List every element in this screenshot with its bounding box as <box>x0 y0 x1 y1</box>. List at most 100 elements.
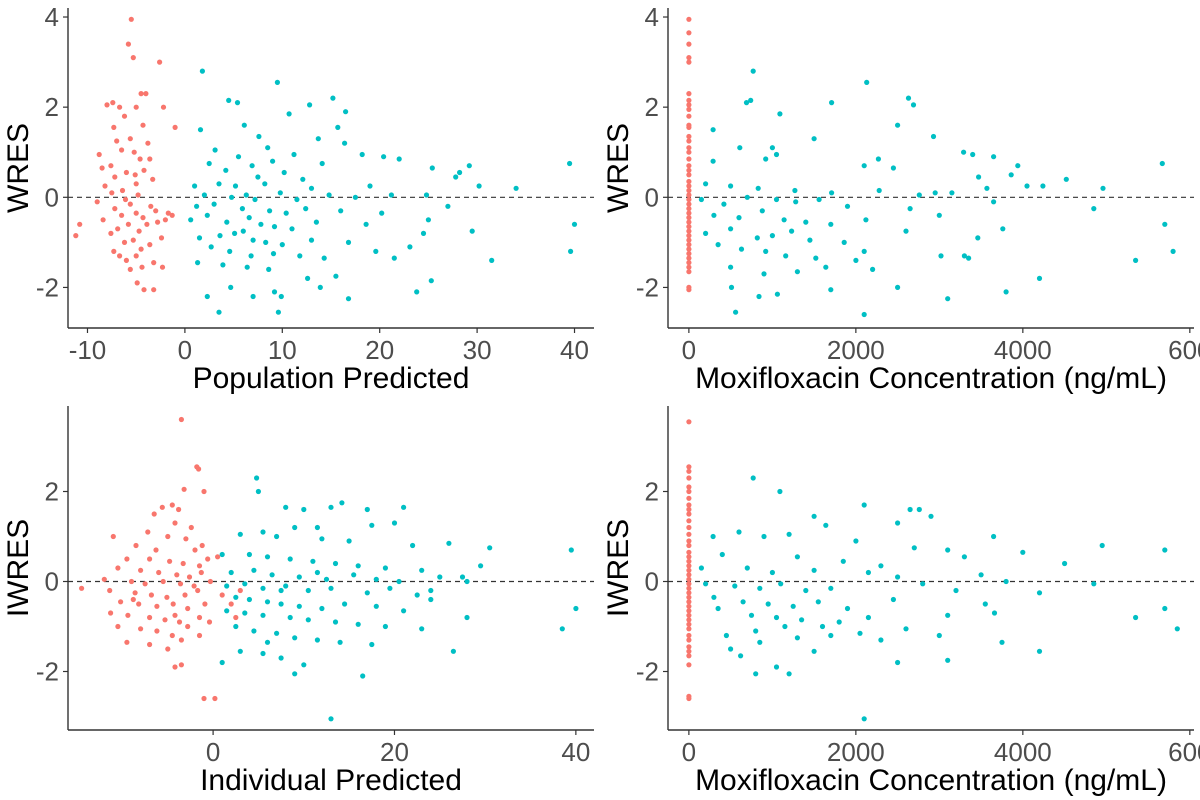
data-point <box>182 592 188 598</box>
data-point <box>895 574 901 580</box>
data-point <box>310 558 316 564</box>
series-a <box>73 16 178 293</box>
data-point <box>287 614 293 621</box>
data-point <box>750 475 756 481</box>
data-point <box>686 576 692 582</box>
data-point <box>195 587 201 594</box>
y-tick-label: 0 <box>645 567 659 597</box>
data-point <box>115 623 121 630</box>
data-point <box>131 149 137 155</box>
data-point <box>246 215 252 221</box>
data-point <box>728 646 734 652</box>
data-point <box>750 68 756 74</box>
data-point <box>130 596 136 603</box>
data-point <box>121 239 128 245</box>
data-point <box>464 614 470 621</box>
data-point <box>132 590 138 596</box>
data-point <box>204 293 210 300</box>
data-point <box>249 163 255 169</box>
data-point <box>122 196 129 203</box>
data-point <box>686 484 692 490</box>
data-point <box>829 190 835 196</box>
x-axis-title: Moxifloxacin Concentration (ng/mL) <box>695 362 1167 395</box>
data-point <box>783 253 789 259</box>
data-point <box>686 511 692 517</box>
data-point <box>373 603 379 609</box>
data-point <box>256 133 262 140</box>
data-point <box>419 567 425 573</box>
x-axis-title: Population Predicted <box>193 362 470 395</box>
data-point <box>110 533 116 540</box>
data-point <box>429 165 435 171</box>
data-point <box>135 192 141 198</box>
data-point <box>114 138 120 144</box>
data-point <box>757 585 763 591</box>
data-point <box>207 578 213 585</box>
data-point <box>437 574 443 580</box>
data-point <box>568 248 574 254</box>
x-tick-label: 30 <box>463 335 492 365</box>
data-point <box>270 251 277 257</box>
data-point <box>686 183 692 189</box>
series-b <box>698 475 1180 722</box>
data-point <box>185 623 191 630</box>
data-point <box>99 165 105 171</box>
data-point <box>1162 605 1168 612</box>
data-point <box>813 255 819 261</box>
data-point <box>144 221 150 227</box>
data-point <box>928 513 934 519</box>
data-point <box>895 659 901 666</box>
data-point <box>953 587 959 594</box>
data-point <box>1062 560 1068 567</box>
data-point <box>254 475 260 481</box>
data-point <box>292 671 298 677</box>
data-point <box>878 563 884 569</box>
data-point <box>861 502 867 508</box>
data-point <box>240 228 246 234</box>
data-point <box>369 641 375 648</box>
data-point <box>314 524 320 531</box>
data-point <box>108 610 114 616</box>
data-point <box>865 569 872 576</box>
data-point <box>196 632 203 639</box>
data-point <box>124 639 130 645</box>
data-point <box>686 269 692 275</box>
data-point <box>212 147 218 153</box>
data-point <box>260 585 266 591</box>
data-point <box>686 167 692 173</box>
data-point <box>127 266 133 272</box>
data-point <box>686 255 692 261</box>
data-point <box>686 237 692 243</box>
data-point <box>235 154 242 160</box>
data-point <box>719 551 725 558</box>
data-point <box>840 558 846 564</box>
x-tick-label: 4000 <box>994 335 1052 365</box>
data-point <box>165 533 171 540</box>
data-point <box>165 646 171 652</box>
data-point <box>108 163 114 169</box>
data-point <box>147 242 153 248</box>
data-point <box>976 174 982 180</box>
data-point <box>686 59 692 65</box>
data-point <box>243 192 249 198</box>
data-point <box>715 242 721 248</box>
panel-wres-vs-pred: -10 0 10 20 30 40 -2 0 2 4 Population Predicted WRE… <box>2 2 594 395</box>
data-point <box>278 293 284 300</box>
y-tick-label: 0 <box>45 567 59 597</box>
data-point <box>761 271 767 277</box>
data-point <box>686 608 692 614</box>
data-point <box>686 488 692 495</box>
data-point <box>686 617 692 623</box>
data-point <box>162 617 168 623</box>
data-point <box>811 136 817 142</box>
data-point <box>686 133 692 140</box>
data-point <box>339 500 345 506</box>
data-point <box>396 578 402 585</box>
data-point <box>978 572 984 578</box>
data-point <box>265 145 271 151</box>
data-point <box>686 464 692 470</box>
data-point <box>916 192 922 198</box>
data-point <box>686 287 692 293</box>
data-point <box>271 224 278 230</box>
data-point <box>79 585 85 591</box>
